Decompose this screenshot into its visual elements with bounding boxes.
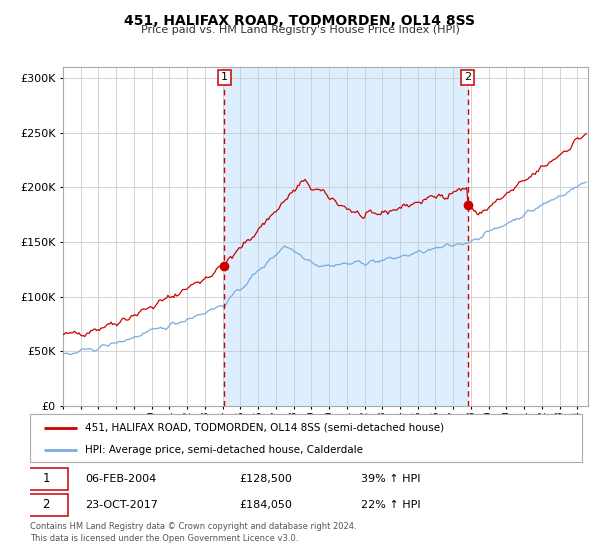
Text: Contains HM Land Registry data © Crown copyright and database right 2024.
This d: Contains HM Land Registry data © Crown c… (30, 522, 356, 543)
Text: 1: 1 (221, 72, 228, 82)
Bar (224, 67, 468, 406)
Text: 23-OCT-2017: 23-OCT-2017 (85, 500, 158, 510)
FancyBboxPatch shape (25, 494, 68, 516)
Text: 2: 2 (42, 498, 50, 511)
Text: 451, HALIFAX ROAD, TODMORDEN, OL14 8SS: 451, HALIFAX ROAD, TODMORDEN, OL14 8SS (125, 14, 476, 28)
Text: 39% ↑ HPI: 39% ↑ HPI (361, 474, 421, 484)
Text: HPI: Average price, semi-detached house, Calderdale: HPI: Average price, semi-detached house,… (85, 445, 363, 455)
FancyBboxPatch shape (25, 468, 68, 490)
Text: Price paid vs. HM Land Registry's House Price Index (HPI): Price paid vs. HM Land Registry's House … (140, 25, 460, 35)
Text: 451, HALIFAX ROAD, TODMORDEN, OL14 8SS (semi-detached house): 451, HALIFAX ROAD, TODMORDEN, OL14 8SS (… (85, 423, 445, 433)
Text: 1: 1 (42, 473, 50, 486)
FancyBboxPatch shape (30, 414, 582, 462)
Text: 06-FEB-2004: 06-FEB-2004 (85, 474, 157, 484)
Text: £184,050: £184,050 (240, 500, 293, 510)
Text: 2: 2 (464, 72, 472, 82)
Text: £128,500: £128,500 (240, 474, 293, 484)
Text: 22% ↑ HPI: 22% ↑ HPI (361, 500, 421, 510)
